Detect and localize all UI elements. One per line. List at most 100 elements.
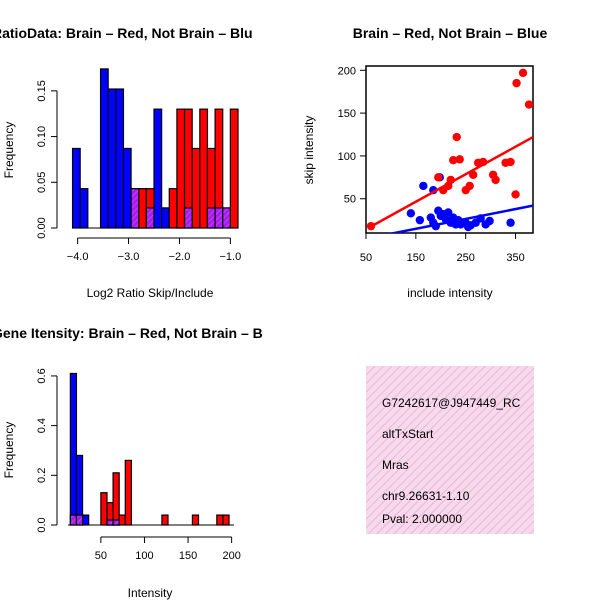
intensity-bar-overlap bbox=[112, 519, 120, 526]
scatter-y-tick-label: 150 bbox=[338, 108, 356, 120]
intensity-bar-brain bbox=[100, 492, 108, 526]
ratio-bars bbox=[71, 68, 239, 229]
scatter-x-tick-label: 150 bbox=[407, 252, 425, 264]
intensity-x-axis: 50 100 150 200 bbox=[95, 536, 241, 562]
ratio-bar-brain bbox=[176, 108, 186, 229]
ratio-bar-not-brain bbox=[99, 68, 109, 229]
scatter-point-brain bbox=[478, 157, 488, 167]
ratio-bar-not-brain bbox=[161, 207, 170, 229]
intensity-y-tick-label: 0.0 bbox=[36, 517, 48, 532]
scatter-point-brain bbox=[506, 157, 515, 167]
intensity-bar-brain bbox=[222, 514, 230, 526]
ratio-bar-not-brain bbox=[122, 147, 132, 229]
ratio-bar-not-brain bbox=[107, 88, 117, 229]
intensity-bar-brain bbox=[161, 514, 169, 526]
intensity-bar-brain bbox=[112, 472, 120, 526]
intensity-y-tick-label: 0.6 bbox=[36, 368, 48, 383]
scatter-frame bbox=[365, 65, 534, 234]
info-gene: Mras bbox=[382, 458, 409, 472]
scatter-point-brain bbox=[446, 175, 455, 185]
scatter-point-not-brain bbox=[431, 221, 440, 231]
scatter-point-brain bbox=[455, 155, 464, 164]
ratio-x-tick-label: −1.0 bbox=[220, 251, 242, 263]
scatter-point-not-brain bbox=[415, 215, 425, 225]
intensity-bar-brain bbox=[118, 514, 126, 526]
ratio-bar-brain bbox=[168, 188, 178, 229]
ratio-bar-overlap bbox=[145, 207, 155, 229]
ratio-y-label: Frequency bbox=[2, 122, 16, 179]
intensity-x-tick-label: 100 bbox=[135, 550, 153, 562]
ratio-bar-brain bbox=[229, 108, 239, 229]
intensity-bar-not-brain bbox=[81, 514, 90, 526]
intensity-y-axis: 0.0 0.2 0.4 0.6 bbox=[36, 368, 58, 533]
scatter-point-brain bbox=[511, 190, 520, 199]
scatter-y-label: skip intensity bbox=[302, 116, 316, 185]
ratio-histogram: RatioData: Brain – Red, Not Brain – Blu … bbox=[0, 25, 253, 300]
info-event-type: altTxStart bbox=[382, 427, 434, 441]
scatter-point-brain bbox=[452, 132, 461, 142]
ratio-x-tick-label: −2.0 bbox=[169, 251, 191, 263]
intensity-x-label: Intensity bbox=[128, 586, 173, 600]
ratio-y-tick-label: 0.10 bbox=[36, 126, 48, 147]
scatter-plot: Brain – Red, Not Brain – Blue 50 150 250 35… bbox=[302, 25, 547, 300]
ratio-bar-brain bbox=[138, 188, 147, 229]
intensity-y-label: Frequency bbox=[2, 422, 16, 479]
scatter-point-brain bbox=[518, 68, 528, 78]
scatter-point-brain bbox=[465, 181, 474, 191]
intensity-bar-overlap bbox=[75, 514, 84, 526]
scatter-y-axis: 50 100 150 200 bbox=[338, 65, 366, 206]
intensity-x-tick-label: 200 bbox=[222, 550, 240, 562]
ratio-bar-not-brain bbox=[153, 108, 163, 229]
ratio-bar-overlap bbox=[183, 207, 193, 229]
ratio-bar-not-brain bbox=[71, 147, 81, 229]
scatter-y-tick-label: 200 bbox=[338, 65, 356, 77]
scatter-y-tick-label: 100 bbox=[338, 151, 356, 163]
info-panel: G7242617@J947449_RC altTxStart Mras chr9… bbox=[366, 366, 534, 534]
ratio-x-label: Log2 Ratio Skip/Include bbox=[87, 286, 214, 300]
scatter-point-brain bbox=[366, 221, 376, 231]
intensity-x-tick-label: 50 bbox=[95, 550, 107, 562]
scatter-y-tick-label: 50 bbox=[344, 194, 356, 206]
ratio-bar-brain bbox=[191, 147, 201, 229]
scatter-point-not-brain bbox=[419, 181, 428, 191]
ratio-bar-overlap bbox=[214, 207, 224, 229]
ratio-bar-brain bbox=[199, 108, 209, 229]
intensity-bar-not-brain bbox=[69, 372, 78, 526]
scatter-point-brain bbox=[512, 78, 521, 88]
intensity-bar-overlap bbox=[106, 519, 114, 526]
scatter-point-not-brain bbox=[506, 218, 515, 227]
ratio-x-axis: −4.0 −3.0 −2.0 −1.0 bbox=[67, 237, 242, 263]
intensity-bar-brain bbox=[216, 514, 224, 526]
intensity-bars bbox=[69, 372, 230, 526]
ratio-y-tick-label: 0.15 bbox=[36, 80, 48, 101]
scatter-point-brain bbox=[449, 156, 458, 165]
scatter-point-not-brain bbox=[485, 216, 494, 226]
scatter-point-brain bbox=[524, 100, 533, 109]
info-background bbox=[366, 366, 534, 534]
scatter-x-tick-label: 250 bbox=[457, 252, 475, 264]
scatter-point-brain bbox=[468, 170, 478, 179]
info-location: chr9.26631-1.10 bbox=[382, 489, 470, 503]
scatter-x-axis: 50 150 250 350 bbox=[360, 233, 525, 264]
intensity-bar-overlap bbox=[69, 514, 78, 526]
scatter-point-not-brain bbox=[476, 214, 485, 223]
intensity-bar-brain bbox=[191, 514, 200, 526]
intensity-histogram: Gene Itensity: Brain – Red, Not Brain – … bbox=[0, 325, 263, 600]
ratio-bar-overlap bbox=[206, 207, 216, 229]
scatter-title: Brain – Red, Not Brain – Blue bbox=[353, 25, 548, 41]
ratio-x-tick-label: −3.0 bbox=[118, 251, 140, 263]
ratio-y-axis: 0.00 0.05 0.10 0.15 bbox=[36, 80, 58, 239]
intensity-title: Gene Itensity: Brain – Red, Not Brain – … bbox=[0, 325, 263, 341]
scatter-point-not-brain bbox=[436, 211, 445, 221]
ratio-bar-overlap bbox=[222, 207, 231, 229]
ratio-bar-not-brain bbox=[79, 188, 89, 229]
scatter-plot-area bbox=[366, 68, 533, 233]
scatter-point-brain bbox=[491, 175, 500, 185]
info-probe-id: G7242617@J947449_RC bbox=[382, 396, 521, 410]
info-pval: Pval: 2.000000 bbox=[382, 512, 462, 526]
scatter-x-tick-label: 350 bbox=[506, 252, 524, 264]
ratio-bar-overlap bbox=[130, 188, 140, 229]
ratio-y-tick-label: 0.05 bbox=[36, 172, 48, 193]
scatter-point-brain bbox=[434, 173, 443, 182]
ratio-title: RatioData: Brain – Red, Not Brain – Blu bbox=[0, 25, 253, 41]
